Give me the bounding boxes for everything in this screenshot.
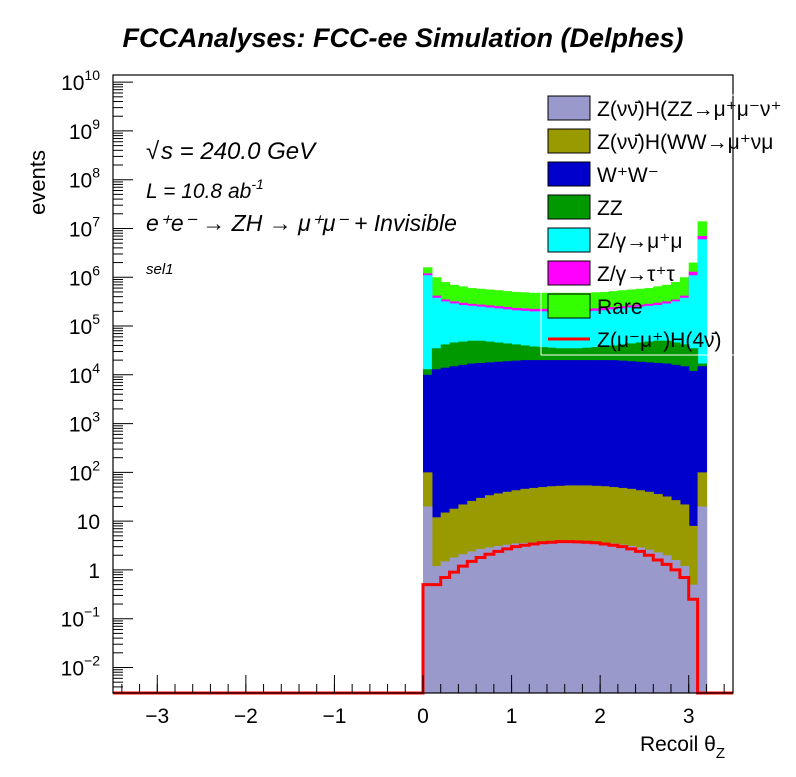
stacked-bars — [423, 221, 708, 694]
selection-label: sel1 — [146, 261, 174, 278]
bar — [591, 542, 601, 693]
legend-entry: Z(μ⁻μ⁺)H(4ν̄) — [548, 329, 722, 352]
legend-label: ZZ — [597, 197, 623, 220]
legend-entry: Z(νν̄)H(ZZ→μ⁺μ⁻ν⁺ — [547, 95, 782, 121]
signal-histogram-line — [113, 540, 733, 695]
x-tick-label: 2 — [594, 705, 606, 728]
x-tick-label: −3 — [145, 705, 169, 728]
bar — [431, 566, 442, 693]
y-tick-label: 106 — [69, 262, 100, 290]
y-tick-label: 1010 — [61, 67, 100, 95]
bar — [688, 584, 699, 693]
y-tick-label: 102 — [69, 457, 100, 485]
y-tick-label: 108 — [69, 165, 100, 193]
bar — [485, 547, 495, 693]
bar — [662, 555, 672, 693]
bar — [644, 549, 654, 693]
legend-entry: Z/γ→μ⁺μ — [547, 227, 682, 253]
bar — [653, 552, 663, 693]
bar — [493, 545, 504, 693]
bar — [635, 547, 646, 693]
x-axis-label-sub: Z — [716, 745, 725, 762]
x-tick-label: −2 — [234, 705, 258, 728]
y-tick-label: 10−2 — [61, 652, 101, 680]
bar — [679, 566, 690, 693]
y-tick-label: 10 — [77, 511, 100, 534]
legend-swatch — [547, 293, 591, 319]
y-axis-label: events — [25, 150, 50, 215]
bar — [502, 544, 513, 693]
y-tick-label: 105 — [69, 311, 100, 339]
legend-swatch — [547, 95, 591, 121]
legend-label: Z/γ→τ⁺τ — [597, 263, 676, 286]
x-tick-label: 3 — [683, 705, 695, 728]
legend-entry: Rare — [547, 293, 643, 319]
legend-label: Z/γ→μ⁺μ — [597, 230, 682, 253]
chart-title: FCCAnalyses: FCC-ee Simulation (Delphes) — [122, 23, 683, 53]
bar — [582, 541, 592, 693]
bar — [476, 548, 486, 693]
y-tick-label: 103 — [69, 409, 100, 437]
bar — [547, 541, 557, 693]
bar — [511, 543, 522, 693]
bar — [529, 542, 539, 693]
bar — [609, 543, 619, 693]
y-tick-label: 104 — [69, 360, 100, 388]
legend-entry: Z(νν̄)H(WW→μ⁺νμ — [547, 128, 773, 154]
y-tick-label: 109 — [69, 116, 100, 144]
bar — [671, 559, 681, 693]
bar — [423, 506, 433, 693]
legend-entry: ZZ — [547, 194, 623, 220]
legend-label: W⁺W⁻ — [597, 164, 659, 187]
series-0 — [423, 506, 708, 693]
legend-label: Z(νν̄)H(WW→μ⁺νμ — [597, 131, 773, 154]
process-label: e⁺e⁻ → ZH → μ⁺μ⁻ + Invisible — [146, 210, 457, 236]
bar — [538, 541, 548, 693]
bar — [440, 561, 451, 693]
legend-entry: Z/γ→τ⁺τ — [547, 260, 676, 286]
legend-label: Z(μ⁻μ⁺)H(4ν̄) — [597, 329, 722, 352]
bar — [617, 544, 628, 693]
bar — [458, 554, 468, 693]
x-axis-label: Recoil θZ — [640, 733, 725, 762]
legend-entry: W⁺W⁻ — [547, 161, 659, 187]
x-tick-label: 1 — [506, 705, 518, 728]
y-tick-label: 10−1 — [61, 604, 101, 632]
bar — [626, 545, 637, 693]
bar — [600, 542, 610, 693]
luminosity-label: L = 10.8 ab-1 — [146, 176, 264, 203]
x-tick-label: 0 — [417, 705, 429, 728]
legend: Z(νν̄)H(ZZ→μ⁺μ⁻ν⁺ Z(νν̄)H(WW→μ⁺νμ W⁺W⁻ ZZ Z/… — [540, 94, 782, 356]
y-axis-ticks: 10−2 10−1 1 10 102 103 104 105 106 107 108 109 1010 — [61, 67, 133, 694]
bar — [573, 541, 584, 693]
legend-frame — [540, 94, 742, 356]
y-tick-label: 1 — [88, 560, 100, 583]
x-axis-ticks: −3 −2 −1 0 1 2 3 — [121, 675, 725, 728]
legend-label: Rare — [597, 296, 643, 319]
legend-swatch — [547, 260, 591, 286]
sqrt-s-label: s = 240.0 GeV — [161, 138, 317, 165]
x-axis-label-main: Recoil θ — [640, 733, 716, 756]
legend-swatch — [547, 128, 591, 154]
legend-swatch — [547, 161, 591, 187]
bar — [449, 557, 460, 693]
legend-label: Z(νν̄)H(ZZ→μ⁺μ⁻ν⁺ — [597, 98, 782, 121]
bar — [467, 551, 477, 693]
legend-swatch — [547, 194, 591, 220]
annotations: √ s = 240.0 GeV L = 10.8 ab-1 e⁺e⁻ → ZH … — [146, 138, 457, 278]
bar — [697, 506, 708, 693]
bar — [564, 541, 575, 693]
x-tick-label: −1 — [322, 705, 346, 728]
luminosity-text: L = 10.8 ab — [146, 180, 252, 203]
legend-swatch — [547, 227, 591, 253]
bar — [555, 541, 566, 693]
luminosity-exponent: -1 — [251, 176, 263, 192]
sqrt-s-radical: √ — [146, 138, 160, 165]
bar — [520, 542, 530, 693]
y-tick-label: 107 — [69, 213, 100, 241]
